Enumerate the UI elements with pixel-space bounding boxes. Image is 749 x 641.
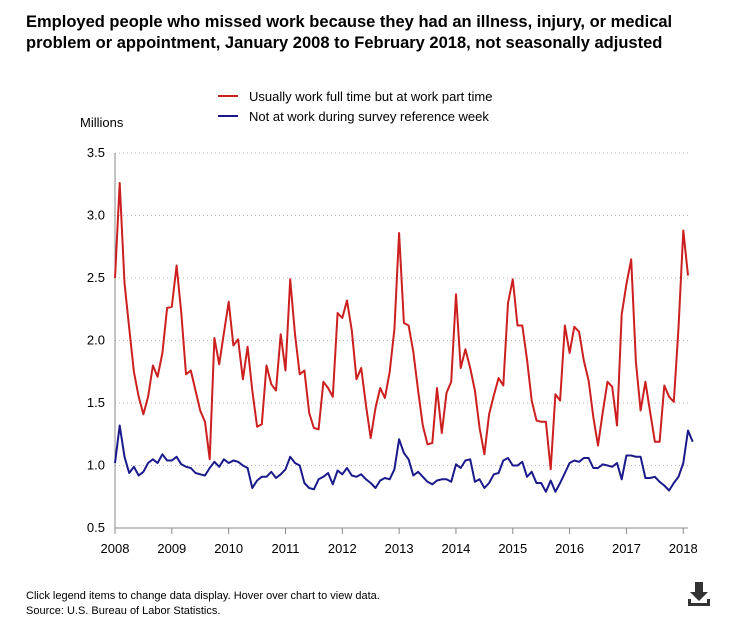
series-line-part-time[interactable] (114, 182, 689, 471)
x-tick-label: 2008 (101, 541, 130, 556)
x-tick-label: 2013 (385, 541, 414, 556)
y-tick-label: 1.0 (87, 458, 105, 473)
chart-title: Employed people who missed work because … (26, 13, 673, 52)
x-tick-label: 2017 (612, 541, 641, 556)
legend-swatch-red (218, 95, 238, 97)
series-line-not-at-work[interactable] (114, 424, 694, 493)
x-tick-label: 2014 (441, 541, 470, 556)
y-tick-label: 3.0 (87, 208, 105, 223)
legend-item-part-time[interactable]: Usually work full time but at work part … (218, 86, 492, 106)
y-tick-label: 3.5 (87, 145, 105, 160)
chart-notes: Click legend items to change data displa… (26, 589, 380, 619)
x-tick-label: 2011 (271, 541, 299, 556)
legend-swatch-blue (218, 115, 238, 117)
y-tick-label: 1.5 (87, 395, 105, 410)
chart-legend: Usually work full time but at work part … (218, 86, 492, 126)
chart-instructions: Click legend items to change data displa… (26, 590, 380, 602)
x-tick-label: 2018 (669, 541, 698, 556)
y-axis-unit-label: Millions (80, 115, 124, 130)
x-tick-label: 2012 (328, 541, 357, 556)
x-tick-label: 2016 (555, 541, 584, 556)
x-tick-label: 2010 (214, 541, 243, 556)
legend-label-part-time: Usually work full time but at work part … (249, 88, 493, 104)
chart-source: Source: U.S. Bureau of Labor Statistics. (26, 605, 221, 617)
x-tick-label: 2009 (157, 541, 186, 556)
y-tick-label: 2.5 (87, 270, 105, 285)
download-icon[interactable] (684, 579, 714, 609)
legend-item-not-at-work[interactable]: Not at work during survey reference week (218, 106, 492, 126)
legend-label-not-at-work: Not at work during survey reference week (249, 108, 489, 124)
y-tick-label: 0.5 (87, 520, 105, 535)
y-tick-label: 2.0 (87, 333, 105, 348)
x-tick-label: 2015 (498, 541, 527, 556)
